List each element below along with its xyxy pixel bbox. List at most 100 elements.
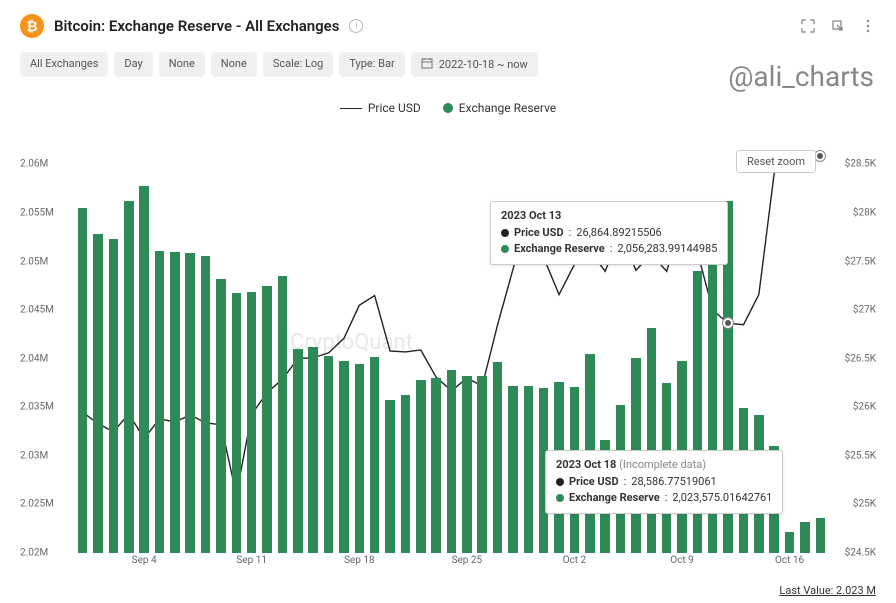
watermark: @ali_charts <box>728 60 874 93</box>
y-left-tick: 2.05M <box>20 256 70 267</box>
chart-legend: Price USD Exchange Reserve <box>0 101 896 115</box>
x-tick: Sep 18 <box>344 555 375 566</box>
y-right-tick: $24.5K <box>831 548 876 559</box>
bar <box>232 293 242 553</box>
bar <box>78 208 88 553</box>
info-icon[interactable]: i <box>349 19 363 33</box>
y-right-tick: $26K <box>831 402 876 413</box>
filter-exchange[interactable]: All Exchanges <box>20 52 108 77</box>
legend-reserve[interactable]: Exchange Reserve <box>443 101 556 115</box>
header-left: ₿ Bitcoin: Exchange Reserve - All Exchan… <box>20 14 363 38</box>
dot-icon <box>556 478 564 486</box>
reset-zoom-button[interactable]: Reset zoom <box>736 150 816 173</box>
legend-reserve-label: Exchange Reserve <box>459 101 556 115</box>
y-right-tick: $27.5K <box>831 256 876 267</box>
tooltip-price-row: Price USD: 28,586.77519061 <box>556 474 772 491</box>
calendar-icon <box>421 57 433 72</box>
legend-price[interactable]: Price USD <box>340 101 421 115</box>
y-left-tick: 2.035M <box>20 402 70 413</box>
footer-last-value: Last Value: 2.023 M <box>779 584 876 597</box>
y-axis-right: $28.5K$28K$27.5K$27K$26.5K$26K$25.5K$25K… <box>831 145 876 553</box>
tooltip-reserve-value: 2,023,575.01642761 <box>672 490 772 507</box>
marker-oct13 <box>723 318 733 328</box>
y-right-tick: $26.5K <box>831 353 876 364</box>
bar <box>185 253 195 553</box>
x-tick: Sep 11 <box>236 555 267 566</box>
bar <box>324 356 334 553</box>
bitcoin-icon: ₿ <box>20 14 44 38</box>
tooltip-reserve-label: Exchange Reserve <box>514 241 605 258</box>
more-icon[interactable] <box>860 18 876 34</box>
tooltip-reserve-row: Exchange Reserve: 2,056,283.99144985 <box>501 241 717 258</box>
tooltip-note: (Incomplete data) <box>619 458 706 471</box>
y-right-tick: $28.5K <box>831 159 876 170</box>
filter-date-range[interactable]: 2022-10-18 ~ now <box>411 52 538 77</box>
y-left-tick: 2.045M <box>20 305 70 316</box>
bar <box>524 386 534 553</box>
bar <box>278 276 288 553</box>
bar <box>647 328 657 553</box>
filter-scale[interactable]: Scale: Log <box>263 52 334 77</box>
y-right-tick: $25K <box>831 499 876 510</box>
bar <box>508 386 518 553</box>
y-left-tick: 2.02M <box>20 548 70 559</box>
filter-type[interactable]: Type: Bar <box>339 52 404 77</box>
y-left-tick: 2.04M <box>20 353 70 364</box>
share-icon[interactable] <box>830 18 846 34</box>
bar <box>339 361 349 553</box>
bar <box>816 518 826 553</box>
bar <box>785 532 795 553</box>
bar <box>477 376 487 553</box>
line-icon <box>340 108 362 109</box>
bar <box>124 201 134 553</box>
chart-header: ₿ Bitcoin: Exchange Reserve - All Exchan… <box>0 0 896 48</box>
filter-sma2[interactable]: None <box>211 52 257 77</box>
bar <box>385 400 395 553</box>
tooltip-date: 2023 Oct 18 (Incomplete data) <box>556 457 772 474</box>
bar <box>447 370 457 553</box>
x-tick: Oct 2 <box>563 555 587 566</box>
bar <box>109 239 119 553</box>
bar <box>431 378 441 553</box>
bar <box>201 256 211 553</box>
bar <box>308 347 318 553</box>
x-tick: Sep 25 <box>452 555 483 566</box>
bar <box>462 376 472 553</box>
marker-oct18 <box>815 151 825 161</box>
bar <box>262 286 272 553</box>
tooltip-price-label: Price USD <box>514 225 564 242</box>
filter-sma1[interactable]: None <box>159 52 205 77</box>
y-axis-left: 2.06M2.055M2.05M2.045M2.04M2.035M2.03M2.… <box>20 145 70 553</box>
dot-icon <box>443 103 453 113</box>
bar <box>170 252 180 553</box>
tooltip-oct18: 2023 Oct 18 (Incomplete data) Price USD:… <box>545 450 783 514</box>
y-left-tick: 2.025M <box>20 499 70 510</box>
tooltip-price-value: 28,586.77519061 <box>631 474 716 491</box>
bar <box>293 349 303 553</box>
bar <box>139 186 149 553</box>
x-tick: Sep 4 <box>132 555 157 566</box>
tooltip-price-value: 26,864.89215506 <box>576 225 661 242</box>
chart-area: 2.06M2.055M2.05M2.045M2.04M2.035M2.03M2.… <box>20 145 876 573</box>
y-left-tick: 2.055M <box>20 208 70 219</box>
bar <box>155 251 165 553</box>
y-right-tick: $28K <box>831 208 876 219</box>
bar <box>355 364 365 553</box>
bar <box>493 362 503 553</box>
tooltip-price-row: Price USD: 26,864.89215506 <box>501 225 717 242</box>
bar <box>370 357 380 553</box>
bar <box>416 380 426 553</box>
dot-icon <box>556 494 564 502</box>
y-left-tick: 2.06M <box>20 159 70 170</box>
dot-icon <box>501 245 509 253</box>
y-right-tick: $27K <box>831 305 876 316</box>
tooltip-price-label: Price USD <box>569 474 619 491</box>
header-actions <box>800 18 876 34</box>
bar <box>800 522 810 553</box>
bar <box>216 279 226 553</box>
filter-interval[interactable]: Day <box>114 52 152 77</box>
fullscreen-icon[interactable] <box>800 18 816 34</box>
tooltip-oct13: 2023 Oct 13 Price USD: 26,864.89215506 E… <box>490 201 728 265</box>
x-tick: Oct 16 <box>775 555 804 566</box>
tooltip-reserve-row: Exchange Reserve: 2,023,575.01642761 <box>556 490 772 507</box>
